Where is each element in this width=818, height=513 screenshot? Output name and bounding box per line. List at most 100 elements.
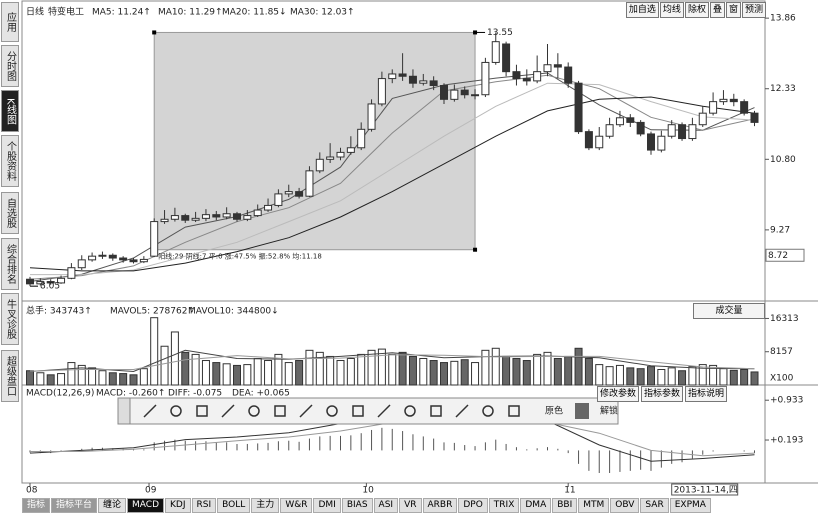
legend-entry: MAVOL10: 344800↓ xyxy=(188,307,279,317)
volume-bar xyxy=(636,368,645,386)
macd-button[interactable]: 修改参数 xyxy=(597,386,640,402)
toolbar-icon[interactable] xyxy=(196,405,208,417)
legend-entry: MA5: 11.24↑ xyxy=(92,8,151,18)
candle xyxy=(253,209,262,217)
ma-line xyxy=(29,349,755,373)
macd-button[interactable]: 指标说明 xyxy=(685,386,728,402)
toolbar-icon[interactable] xyxy=(326,405,338,417)
toolbar-icon[interactable] xyxy=(455,404,469,418)
volume-bar xyxy=(119,373,128,386)
indicator-tab[interactable]: EXPMA xyxy=(669,498,711,513)
side-tab[interactable]: 超级盘口 xyxy=(1,350,19,402)
volume-bar xyxy=(233,364,241,386)
candle xyxy=(595,135,604,149)
indicator-tab[interactable]: RSI xyxy=(191,498,217,513)
side-tab[interactable]: 个股资料 xyxy=(1,135,19,187)
indicator-tab[interactable]: ASI xyxy=(373,498,399,513)
top-button[interactable]: 叠 xyxy=(709,2,725,18)
volume-bar xyxy=(729,369,738,386)
indicator-tab[interactable]: 指标平台 xyxy=(51,498,98,513)
indicator-tabs: 指标 指标平台 缠论 MACD KDJ RSI BOLL 主力 W&R DMI BIAS ASI VR A… xyxy=(22,498,711,513)
volume-bar xyxy=(440,362,448,386)
indicator-tab[interactable]: 缠论 xyxy=(98,498,127,513)
indicator-tab[interactable]: OBV xyxy=(610,498,640,513)
toolbar-bg xyxy=(117,397,619,425)
indicator-tab[interactable]: W&R xyxy=(280,498,313,513)
toolbar-icon[interactable] xyxy=(248,405,260,417)
volume-bar xyxy=(26,370,34,386)
indicator-tab[interactable]: KDJ xyxy=(165,498,191,513)
toolbar-icon[interactable] xyxy=(430,405,442,417)
unit-label: X100 xyxy=(770,374,794,384)
candle xyxy=(201,214,210,219)
side-tab[interactable]: 牛叉诊股 xyxy=(1,293,19,345)
indicator-tab[interactable]: BIAS xyxy=(341,498,373,513)
candle xyxy=(657,135,666,151)
top-buttons: 加自选 均线 除权叠窗预测 xyxy=(625,2,766,18)
stock-name: 特变电工 xyxy=(48,6,84,18)
toolbar-icon[interactable] xyxy=(377,404,391,418)
volume-bar xyxy=(264,360,273,386)
toolbar-icon[interactable] xyxy=(221,404,235,418)
top-button[interactable]: 除权 xyxy=(684,2,709,18)
candle xyxy=(160,218,169,223)
volume-bar xyxy=(626,367,635,386)
side-tab[interactable]: 综合排名 xyxy=(1,238,19,290)
candle xyxy=(346,147,355,153)
indicator-tab[interactable]: DPO xyxy=(458,498,488,513)
icon-shape xyxy=(274,405,286,417)
toolbar-icon[interactable] xyxy=(404,405,416,417)
indicator-tab[interactable]: DMI xyxy=(313,498,341,513)
candle xyxy=(77,259,86,269)
candle xyxy=(688,124,697,140)
volume-bar xyxy=(46,374,55,386)
top-button[interactable]: 窗 xyxy=(725,2,741,18)
side-tab[interactable]: 应用 xyxy=(1,2,19,42)
indicator-tab[interactable]: 主力 xyxy=(251,498,280,513)
toolbar-icon[interactable] xyxy=(352,405,364,417)
top-button[interactable]: 加自选 xyxy=(625,2,659,18)
toolbar-icon[interactable] xyxy=(170,405,182,417)
indicator-tab[interactable]: BBI xyxy=(552,498,578,513)
toolbar-color[interactable]: 原色 xyxy=(545,405,563,417)
indicator-select[interactable]: 成交量 xyxy=(693,303,765,319)
volume-bar xyxy=(108,372,117,386)
volume-bar xyxy=(615,364,624,386)
volume-bar xyxy=(77,364,86,386)
side-tab[interactable]: 自选股 xyxy=(1,192,19,234)
indicator-tab[interactable]: DMA xyxy=(520,498,552,513)
volume-bar xyxy=(719,368,728,386)
volume-bar xyxy=(181,351,190,386)
indicator-tab[interactable]: MACD xyxy=(127,498,165,513)
indicator-tab[interactable]: ARBR xyxy=(422,498,458,513)
side-tab[interactable]: K线图 xyxy=(1,90,19,132)
toolbar-lock[interactable]: 解锁 xyxy=(600,405,618,417)
candle xyxy=(522,78,531,82)
indicator-tab[interactable]: MTM xyxy=(578,498,610,513)
toolbar-icon[interactable] xyxy=(482,405,494,417)
candle xyxy=(295,191,304,197)
volume-bar xyxy=(315,351,324,386)
indicator-tab[interactable]: BOLL xyxy=(217,498,251,513)
candle xyxy=(150,221,159,257)
indicator-tab[interactable]: 指标 xyxy=(22,498,51,513)
indicator-tab[interactable]: VR xyxy=(399,498,422,513)
volume-bar xyxy=(595,364,604,386)
cursor-box xyxy=(671,483,739,496)
candle xyxy=(491,41,500,63)
indicator-tab[interactable]: SAR xyxy=(640,498,669,513)
toolbar-icon[interactable] xyxy=(299,404,313,418)
top-button[interactable]: 均线 xyxy=(659,2,684,18)
candle xyxy=(481,61,490,96)
macd-button[interactable]: 指标参数 xyxy=(641,386,684,402)
indicator-tab[interactable]: TRIX xyxy=(488,498,520,513)
toolbar-icon[interactable] xyxy=(508,405,520,417)
candle xyxy=(429,80,438,86)
candle xyxy=(46,281,55,284)
candle xyxy=(98,254,107,257)
volume-bar xyxy=(357,353,366,386)
side-tab[interactable]: 分时图 xyxy=(1,45,19,87)
toolbar-icon[interactable] xyxy=(274,405,286,417)
toolbar-icon[interactable] xyxy=(143,404,157,418)
top-button[interactable]: 预测 xyxy=(741,2,766,18)
